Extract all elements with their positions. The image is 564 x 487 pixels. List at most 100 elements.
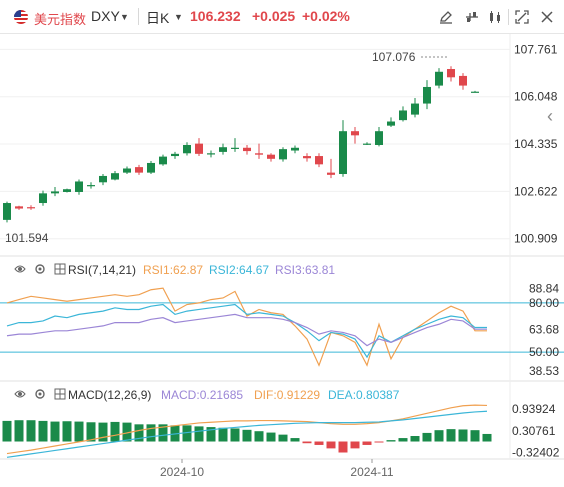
eye-icon[interactable] xyxy=(14,263,26,275)
gear-icon[interactable] xyxy=(34,388,46,400)
price-change: +0.025 xyxy=(252,8,296,24)
candle-body xyxy=(279,149,287,160)
candle-body xyxy=(339,131,347,175)
macd-histogram-bar xyxy=(218,427,228,442)
candle-body xyxy=(459,75,467,86)
macd-histogram-bar xyxy=(446,429,456,442)
macd-histogram-bar xyxy=(74,421,84,442)
toolbar-divider xyxy=(138,8,139,25)
macd-histogram-bar xyxy=(278,434,288,442)
candle-body xyxy=(87,185,95,187)
price-tick-label: 106.048 xyxy=(514,90,558,104)
rsi3-label: RSI3:63.81 xyxy=(275,263,336,277)
compare-icon[interactable] xyxy=(486,8,504,26)
macd-histogram-bar xyxy=(110,421,120,442)
candle-body xyxy=(195,143,203,154)
low-price-label: 101.594 xyxy=(5,231,49,245)
macd-params: MACD(12,26,9) xyxy=(68,388,152,402)
macd-histogram-bar xyxy=(290,438,300,442)
candle-body xyxy=(363,143,371,145)
draw-pencil-icon[interactable] xyxy=(437,8,455,26)
candle-body xyxy=(351,131,359,136)
macd-label: MACD:0.21685 xyxy=(161,388,244,402)
price-tick-label: 102.622 xyxy=(514,184,558,198)
candle-body xyxy=(411,103,419,115)
candle-body xyxy=(255,153,263,155)
close-icon[interactable] xyxy=(538,8,556,26)
fullscreen-icon[interactable] xyxy=(513,8,531,26)
candle-body xyxy=(51,191,59,194)
candle-body xyxy=(27,207,35,209)
symbol-selector[interactable]: DXY xyxy=(91,8,120,24)
chart-toolbar: 美元指数 DXY ▼ 日K ▼ 106.232 +0.025 +0.02% xyxy=(0,0,564,34)
candle-body xyxy=(435,71,443,86)
macd-histogram-bar xyxy=(470,430,480,442)
macd-tick-label: 0.30761 xyxy=(512,424,556,438)
macd-histogram-bar xyxy=(398,438,408,442)
rsi-line xyxy=(6,303,487,359)
candle-body xyxy=(111,173,119,180)
instrument-name: 美元指数 xyxy=(34,12,87,27)
candle-body xyxy=(471,91,479,93)
rsi-tick-label: 50.00 xyxy=(529,345,559,359)
macd-histogram-bar xyxy=(254,431,264,442)
rsi-tick-label: 38.53 xyxy=(529,364,559,378)
candle-body xyxy=(171,153,179,157)
candle-body xyxy=(303,156,311,159)
toolbar-divider xyxy=(508,9,509,25)
macd-histogram-bar xyxy=(422,432,432,442)
last-price: 106.232 xyxy=(190,8,241,24)
rsi1-label: RSI1:62.87 xyxy=(143,263,204,277)
macd-tick-label: 0.93924 xyxy=(512,402,556,416)
chevron-left-icon[interactable]: ‹ xyxy=(547,106,553,126)
macd-histogram-bar xyxy=(14,420,24,442)
candle-body xyxy=(3,203,11,220)
macd-histogram-bar xyxy=(122,422,132,442)
price-tick-label: 107.761 xyxy=(514,42,558,56)
candle-body xyxy=(159,156,167,165)
macd-histogram-bar xyxy=(50,421,60,442)
gear-icon[interactable] xyxy=(34,263,46,275)
rsi-tick-label: 63.68 xyxy=(529,323,559,337)
indicator-icon[interactable] xyxy=(463,8,481,26)
macd-histogram-bar xyxy=(326,441,336,449)
macd-histogram-bar xyxy=(482,433,492,442)
rsi-line xyxy=(6,313,487,347)
rsi-params: RSI(7,14,21) xyxy=(68,263,137,277)
candle-body xyxy=(15,206,23,209)
dif-label: DIF:0.91229 xyxy=(254,388,321,402)
eye-icon[interactable] xyxy=(14,388,26,400)
candle-body xyxy=(315,156,323,165)
macd-histogram-bar xyxy=(158,424,168,442)
macd-histogram-bar xyxy=(62,421,72,442)
timeframe-selector[interactable]: 日K xyxy=(146,10,170,26)
macd-histogram-bar xyxy=(230,428,240,442)
macd-histogram-bar xyxy=(146,424,156,442)
macd-histogram-bar xyxy=(182,425,192,442)
macd-histogram-bar xyxy=(98,422,108,442)
candle-body xyxy=(423,86,431,104)
macd-tick-label: -0.32402 xyxy=(512,446,560,460)
candle-body xyxy=(231,147,239,149)
us-flag-icon xyxy=(14,10,28,24)
macd-histogram-bar xyxy=(2,420,12,442)
chevron-down-icon[interactable]: ▼ xyxy=(120,12,129,22)
indicator-table-icon[interactable] xyxy=(54,388,66,400)
macd-histogram-bar xyxy=(38,420,48,442)
dif-line xyxy=(6,404,488,455)
date-tick-label: 2024-11 xyxy=(350,465,393,479)
candle-body xyxy=(39,193,47,204)
candle-body xyxy=(135,167,143,173)
rsi-tick-label: 80.00 xyxy=(529,296,559,310)
candle-body xyxy=(99,175,107,183)
macd-histogram-bar xyxy=(134,424,144,442)
macd-histogram-bar xyxy=(410,436,420,442)
macd-histogram-bar xyxy=(350,441,360,449)
macd-histogram-bar xyxy=(362,441,372,445)
indicator-table-icon[interactable] xyxy=(54,263,66,275)
candle-body xyxy=(447,69,455,78)
chevron-down-icon[interactable]: ▼ xyxy=(174,12,183,22)
price-change-percent: +0.02% xyxy=(302,8,350,24)
